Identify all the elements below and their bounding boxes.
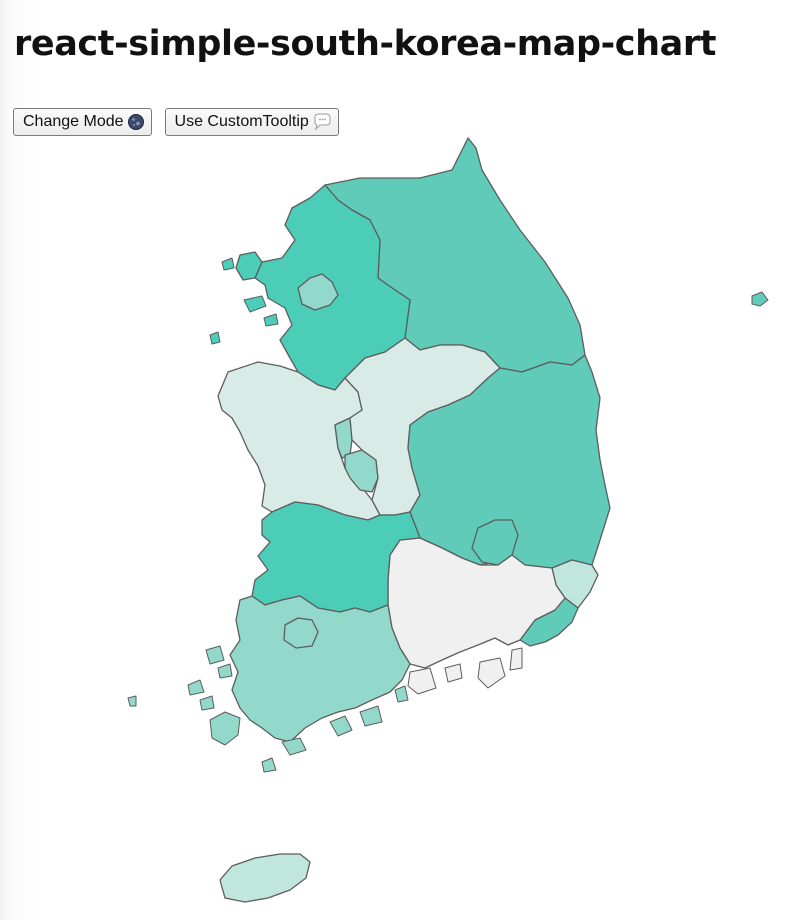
island-jeonnam-1 xyxy=(209,711,241,746)
island-jeonnam-9 xyxy=(359,705,383,727)
custom-tooltip-button[interactable]: Use CustomTooltip xyxy=(164,108,339,136)
island-jeonnam-10 xyxy=(394,685,409,703)
island-incheon-1 xyxy=(221,257,235,271)
island-gyeongnam-3 xyxy=(477,657,506,689)
region-jeju[interactable] xyxy=(219,853,311,903)
region-incheon[interactable] xyxy=(235,251,263,281)
south-korea-map xyxy=(127,137,769,903)
toolbar: Change Mode Use CustomTooltip xyxy=(13,108,339,136)
island-incheon-3 xyxy=(209,331,221,345)
island-jeonnam-5 xyxy=(217,663,233,679)
island-gyeongnam-2 xyxy=(444,663,463,683)
island-incheon-2 xyxy=(243,295,267,313)
island-jeonnam-2 xyxy=(187,679,205,696)
region-gwangju[interactable] xyxy=(283,617,319,649)
region-seoul[interactable] xyxy=(297,273,339,311)
island-gyeongnam-1 xyxy=(407,667,437,695)
change-mode-button[interactable]: Change Mode xyxy=(13,108,152,136)
change-mode-label: Change Mode xyxy=(23,113,124,130)
moon-icon xyxy=(127,113,145,131)
region-jeonnam[interactable] xyxy=(229,595,411,743)
island-incheon-4 xyxy=(263,313,279,327)
island-jeonnam-3 xyxy=(199,695,215,711)
speech-bubble-icon xyxy=(312,113,332,131)
island-jeonnam-7 xyxy=(281,737,307,756)
island-ulleungdo xyxy=(751,291,769,307)
island-jeonnam-11 xyxy=(127,695,137,707)
island-jeonnam-4 xyxy=(205,645,225,665)
page-title: react-simple-south-korea-map-chart xyxy=(14,24,717,64)
island-gyeongnam-4 xyxy=(509,647,523,671)
island-jeonnam-8 xyxy=(329,715,353,737)
island-jeonnam-6 xyxy=(261,757,277,773)
custom-tooltip-label: Use CustomTooltip xyxy=(174,113,309,130)
